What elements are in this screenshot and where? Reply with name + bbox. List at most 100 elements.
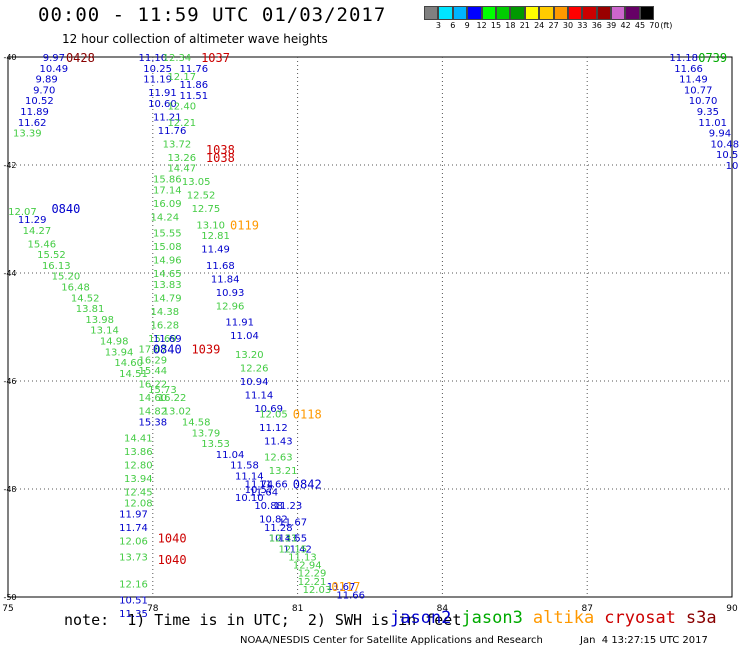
legend-s3a: s3a <box>685 608 717 628</box>
wave-height-label: 11.76 <box>158 126 187 137</box>
wave-height-label: 11.42 <box>283 544 312 555</box>
wave-height-label: 11.74 <box>245 480 274 491</box>
wave-height-label: 10.10 <box>235 493 264 504</box>
wave-height-label: 11.13 <box>288 553 317 564</box>
wave-height-label: 12.31 <box>269 534 298 545</box>
wave-height-label: 12.29 <box>298 569 327 580</box>
wave-height-label: 13.79 <box>192 428 221 439</box>
color-scale-label: 3 <box>435 21 441 30</box>
color-scale-label: 9 <box>464 21 470 30</box>
wave-height-label: 11.86 <box>180 80 209 91</box>
wave-height-label: 13.81 <box>76 304 105 315</box>
wave-height-label: 14.79 <box>153 293 182 304</box>
wave-height-label: 11.74 <box>119 523 148 534</box>
wave-height-label: 11.14 <box>235 472 264 483</box>
wave-height-label: 14.60 <box>138 393 167 404</box>
wave-height-label: 11.12 <box>259 423 288 434</box>
pass-time-label: 0119 <box>230 218 259 232</box>
wave-height-label: 11.64 <box>249 488 278 499</box>
y-tick-label: -42 <box>3 161 16 170</box>
pass-time-label: 0117 <box>331 580 360 594</box>
wave-height-label: 13.72 <box>163 139 192 150</box>
wave-height-label: 11.91 <box>225 318 254 329</box>
color-scale-label: 36 <box>591 21 602 30</box>
footer-credit: NOAA/NESDIS Center for Satellite Applica… <box>240 635 543 646</box>
color-scale-swatch <box>510 6 525 20</box>
pass-time-label: 0118 <box>293 407 322 421</box>
legend-note: note: 1) Time is in UTC; 2) SWH is in fe… <box>64 611 462 629</box>
x-tick-label: 90 <box>726 604 738 614</box>
wave-height-label: 16.48 <box>61 283 90 294</box>
plot-frame <box>7 56 733 598</box>
wave-height-label: 11.49 <box>679 75 708 86</box>
color-scale-swatch <box>452 6 468 20</box>
wave-height-label: 11.28 <box>264 523 293 534</box>
pass-time-label: 0739 <box>698 51 727 65</box>
legend-cryosat: cryosat <box>604 608 676 628</box>
wave-height-label: 12.16 <box>119 580 148 591</box>
wave-height-label: 12.08 <box>124 499 153 510</box>
wave-height-label: 9.97 <box>43 53 65 64</box>
wave-height-label: 11.18 <box>669 53 698 64</box>
wave-height-label: 11.66 <box>674 64 703 75</box>
wave-height-label: 16.29 <box>138 355 167 366</box>
wave-height-label: 11.23 <box>274 501 303 512</box>
wave-height-label: 10.43 <box>269 534 298 545</box>
wave-height-label: 14.38 <box>151 307 180 318</box>
wave-height-label: 11.04 <box>230 331 259 342</box>
wave-height-label: 12.80 <box>124 461 153 472</box>
wave-height-label: 14.65 <box>153 269 182 280</box>
wave-height-label: 13.94 <box>105 347 134 358</box>
color-scale-swatch <box>611 6 626 20</box>
color-scale-labels: 3 6 9 12 15 18 21 24 27 30 33 36 39 42 45 70 (ft) <box>424 21 740 33</box>
wave-height-label: 11.89 <box>20 107 49 118</box>
wave-height-label: 12.94 <box>293 561 322 572</box>
wave-height-label: 11.55 <box>278 534 307 545</box>
color-scale-label: 30 <box>562 21 574 30</box>
wave-height-label: 17.14 <box>153 185 182 196</box>
wave-height-label: 17.07 <box>138 345 167 356</box>
wave-height-label: 10.57 <box>245 485 274 496</box>
wave-height-label: 11.67 <box>278 517 307 528</box>
wave-height-label: 11.14 <box>245 391 274 402</box>
wave-height-label: 12.96 <box>216 301 245 312</box>
wave-height-label: 11.76 <box>180 64 209 75</box>
wave-height-label: 14.27 <box>23 226 52 237</box>
wave-height-label: 10.93 <box>216 288 245 299</box>
wave-height-label: 14.24 <box>151 212 180 223</box>
wave-height-label: 13.98 <box>85 315 114 326</box>
wave-height-label: 12.81 <box>201 231 230 242</box>
y-tick-label: -40 <box>3 53 16 62</box>
wave-height-label: 16.13 <box>42 261 71 272</box>
color-scale-swatch <box>596 6 612 20</box>
wave-height-label: 11.66 <box>259 480 288 491</box>
color-scale-swatch <box>467 6 482 20</box>
wave-height-label: 11.04 <box>216 450 245 461</box>
chart-title: 00:00 - 11:59 UTC 01/03/2017 <box>38 4 387 26</box>
wave-height-label: 13.83 <box>153 280 182 291</box>
color-scale-label: 24 <box>534 21 545 30</box>
wave-height-label: 15.69 <box>148 334 177 345</box>
wave-height-label: 15.46 <box>27 239 56 250</box>
wave-height-label: 11.19 <box>143 75 172 86</box>
color-scale-label: 18 <box>505 21 516 30</box>
color-scale-bar <box>424 6 655 20</box>
wave-height-label: 12.26 <box>240 364 269 375</box>
wave-height-label: 11.35 <box>119 609 148 620</box>
pass-time-label: 1040 <box>158 553 187 567</box>
wave-height-label: 11.49 <box>201 245 230 256</box>
pass-time-label: 1037 <box>201 51 230 65</box>
color-scale-swatch <box>639 6 655 20</box>
wave-height-label: 11.91 <box>148 88 177 99</box>
wave-height-label: 12.06 <box>119 536 148 547</box>
wave-height-label: 13.02 <box>163 407 192 418</box>
wave-height-label: 15.38 <box>138 418 167 429</box>
wave-height-label: 13.26 <box>167 153 196 164</box>
wave-height-label: 11.84 <box>211 274 240 285</box>
wave-height-label: 11.43 <box>264 436 293 447</box>
y-tick-label: -46 <box>3 377 16 386</box>
wave-height-label: 12.52 <box>187 191 216 202</box>
wave-height-label: 11.69 <box>153 334 182 345</box>
wave-height-label: 10.70 <box>689 96 718 107</box>
